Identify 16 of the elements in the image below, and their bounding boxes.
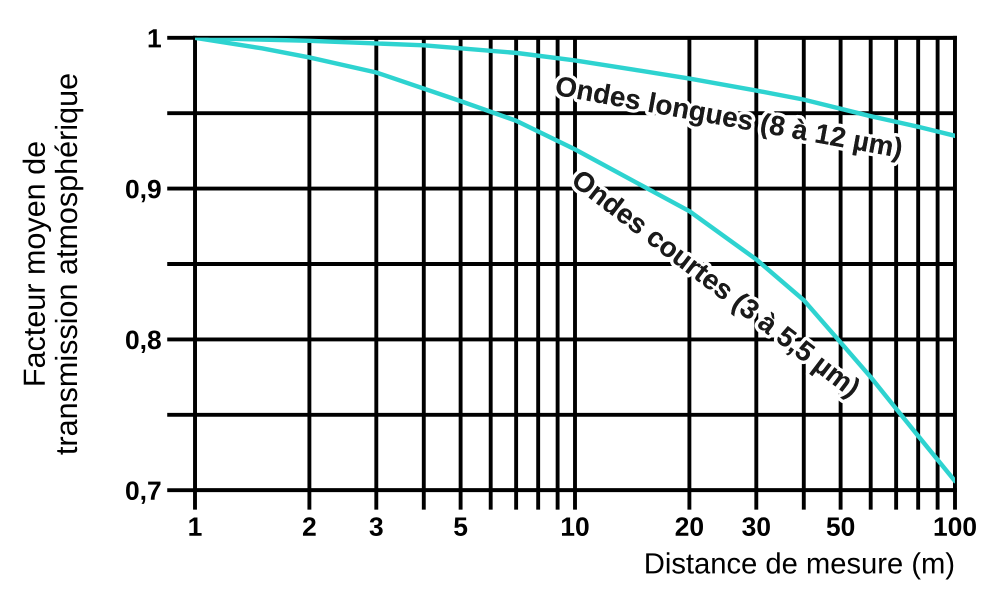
y-tick-label: 1: [148, 29, 161, 48]
x-tick-label: 1: [189, 518, 202, 536]
text: Ondes longues (8 à 12 µm): [554, 74, 904, 164]
x-axis-title: Distance de mesure (m): [646, 552, 954, 580]
y-tick-label: 0,8: [126, 330, 161, 354]
x-tick-label: 3: [370, 517, 383, 536]
x-tick-label: 2: [302, 517, 316, 536]
x-tick-label: 10: [562, 517, 589, 536]
x-tick-label: 100: [934, 517, 976, 536]
x-tick-label: 20: [676, 517, 703, 536]
x-tick-label: 30: [742, 517, 770, 536]
y-tick-label: 0,9: [126, 180, 161, 202]
y-axis-title: Facteur moyen de transmission atmosphérique: [22, 74, 84, 455]
y-tick-label: 0,7: [126, 481, 161, 504]
x-tick-label: 5: [454, 518, 468, 536]
x-tick-label: 50: [826, 517, 854, 536]
